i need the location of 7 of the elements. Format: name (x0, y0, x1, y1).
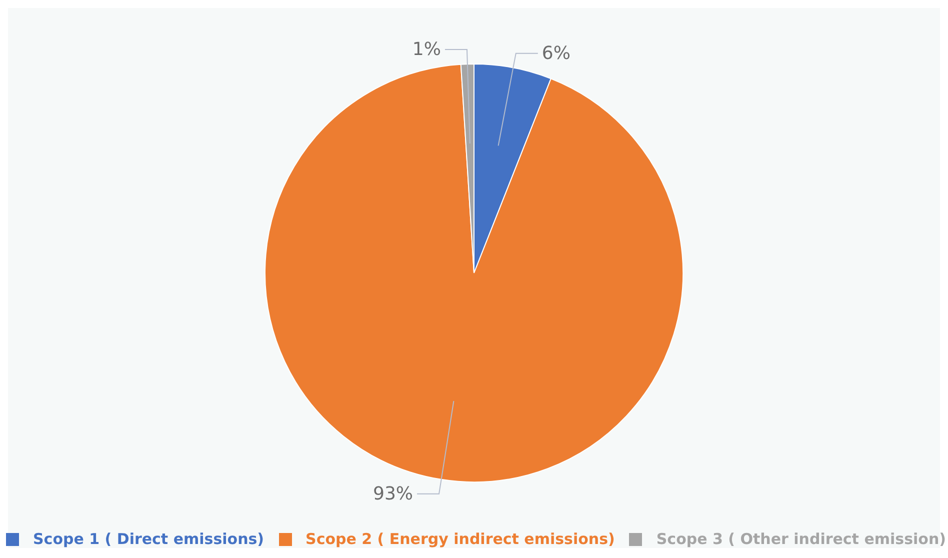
legend-label: Scope 1 ( Direct emissions) (33, 530, 264, 548)
data-label: 6% (542, 42, 570, 64)
legend-label: Scope 2 ( Energy indirect emissions) (306, 530, 615, 548)
data-label: 1% (412, 38, 441, 60)
pie-slice (264, 64, 684, 482)
data-label: 93% (373, 483, 414, 504)
legend-label: Scope 3 ( Other indirect emission) (656, 530, 946, 548)
